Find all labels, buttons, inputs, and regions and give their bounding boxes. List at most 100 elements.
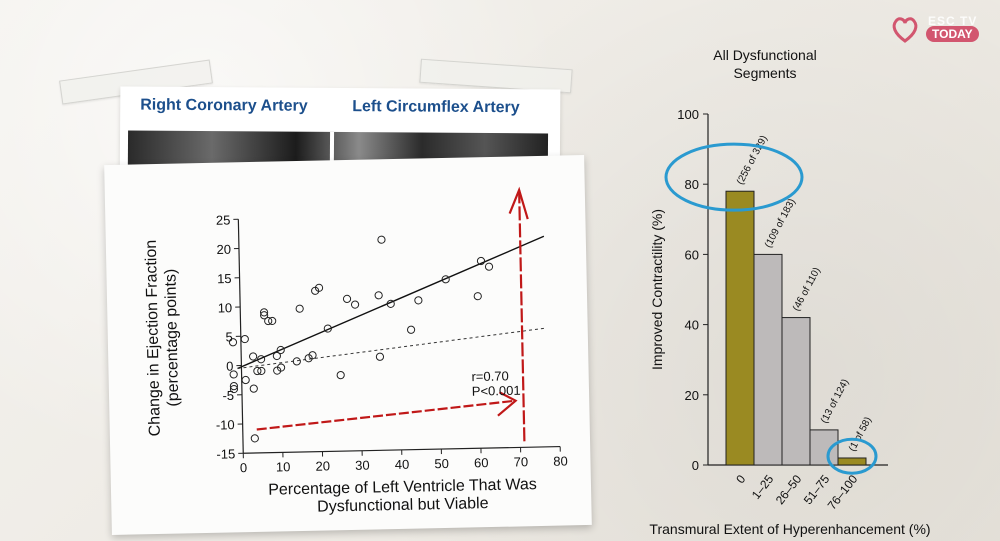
data-point (259, 308, 269, 317)
data-point (386, 299, 395, 308)
data-point (350, 300, 360, 309)
x-category-label: 1–25 (749, 472, 777, 502)
data-point (484, 262, 494, 271)
data-point (268, 316, 277, 326)
y-axis-title: (percentage points) (162, 269, 182, 407)
x-tick-label: 20 (315, 458, 330, 473)
x-tick-label: 30 (355, 458, 370, 473)
x-category-label: 26–50 (773, 472, 805, 507)
data-point (250, 434, 259, 443)
y-tick-label: 100 (677, 107, 699, 122)
bar-count-label: (1 of 58) (847, 415, 874, 453)
bar (781, 317, 811, 466)
bar-count-label: (256 of 329) (735, 134, 770, 187)
bar-count-label: (13 of 124) (819, 377, 851, 425)
x-tick-label: 60 (474, 455, 489, 470)
data-point (292, 357, 301, 366)
x-category-label: 0 (733, 472, 748, 486)
reference-line (237, 327, 546, 369)
bar (753, 253, 783, 466)
y-tick-label: 60 (685, 247, 699, 262)
correlation-annotation: r=0.70 (471, 368, 509, 384)
y-tick-label: -10 (216, 417, 235, 432)
data-point (228, 338, 238, 347)
data-point (374, 291, 383, 300)
data-point (476, 256, 486, 266)
data-point (257, 366, 266, 376)
data-point (249, 352, 258, 361)
y-tick-label: 40 (685, 318, 699, 333)
y-tick-label: 80 (685, 177, 699, 192)
data-point (229, 370, 238, 379)
data-point (272, 351, 281, 361)
logo-esc-text: ESC TV (928, 14, 978, 28)
x-tick-label: 0 (240, 460, 248, 475)
data-point (273, 366, 282, 375)
y-tick-label: 0 (692, 458, 699, 473)
data-point (229, 384, 239, 394)
y-axis-title: Change in Ejection Fraction (143, 240, 164, 437)
x-axis-title: Transmural Extent of Hyperenhancement (%… (649, 521, 930, 537)
data-point (256, 355, 266, 364)
data-point (229, 382, 239, 391)
red-arrow-vertical (518, 189, 526, 442)
left-circumflex-artery-label: Left Circumflex Artery (352, 98, 520, 117)
right-coronary-artery-label: Right Coronary Artery (140, 96, 308, 115)
red-arrowhead-horizontal (497, 391, 518, 417)
highlight-circle (664, 142, 804, 212)
x-tick-label: 40 (395, 457, 410, 472)
x-axis-title: Dysfunctional but Viable (317, 495, 489, 516)
data-point (406, 325, 416, 334)
bar-chart-title: Segments (733, 65, 796, 81)
data-point (308, 351, 317, 360)
y-tick-label: 10 (218, 300, 233, 315)
data-point (414, 296, 423, 305)
data-point (336, 371, 345, 380)
logo-today-badge: TODAY (926, 26, 979, 42)
y-tick-label: -5 (222, 388, 234, 403)
x-category-label: 76–100 (825, 472, 861, 512)
data-point (264, 316, 273, 326)
data-point (314, 283, 324, 292)
bar-count-label: (46 of 110) (791, 266, 823, 313)
data-point (295, 304, 304, 313)
data-point (276, 345, 285, 355)
data-point (260, 311, 269, 320)
data-point (377, 235, 386, 244)
data-point (342, 294, 352, 304)
p-value-annotation: P<0.001 (472, 383, 521, 399)
bar (809, 429, 839, 466)
x-tick-label: 50 (434, 456, 449, 471)
data-point (441, 275, 450, 284)
y-tick-label: 0 (226, 359, 234, 374)
highlight-circle (826, 437, 878, 475)
y-tick-label: 20 (685, 388, 699, 403)
x-tick-label: 80 (553, 453, 568, 468)
scatter-chart-card: 0 10 20 30 40 50 60 70 80 -15 -10 -5 0 5 10 15 20 25 r=0.7… (104, 155, 592, 535)
x-axis-title: Percentage of Left Ventricle That Was (268, 476, 537, 499)
data-point (240, 334, 249, 344)
x-tick-label: 70 (513, 454, 528, 469)
bar-chart: All Dysfunctional Segments 0 20 40 60 80 100 Imp… (649, 47, 931, 537)
y-tick-label: 25 (216, 212, 231, 227)
y-tick-label: 5 (225, 329, 233, 344)
esc-tv-logo: ESC TV TODAY (890, 14, 990, 46)
y-tick-label: 15 (217, 271, 232, 286)
red-arrowhead-vertical (508, 186, 529, 220)
bar (725, 190, 755, 466)
y-tick-label: 20 (216, 242, 231, 257)
data-point (253, 366, 262, 376)
red-arrow-horizontal (256, 399, 516, 431)
bar-chart-title: All Dysfunctional (713, 47, 817, 63)
data-point (323, 324, 332, 333)
data-point (473, 292, 482, 301)
data-point (241, 375, 250, 385)
x-tick-label: 10 (276, 459, 291, 474)
data-point (375, 352, 385, 361)
heart-icon (892, 17, 918, 43)
bar (837, 457, 867, 466)
data-point (249, 384, 258, 393)
regression-line (237, 235, 545, 370)
scatter-chart: 0 10 20 30 40 50 60 70 80 -15 -10 -5 0 5 10 15 20 25 r=0.7… (143, 186, 568, 516)
y-tick-label: -15 (216, 446, 235, 461)
